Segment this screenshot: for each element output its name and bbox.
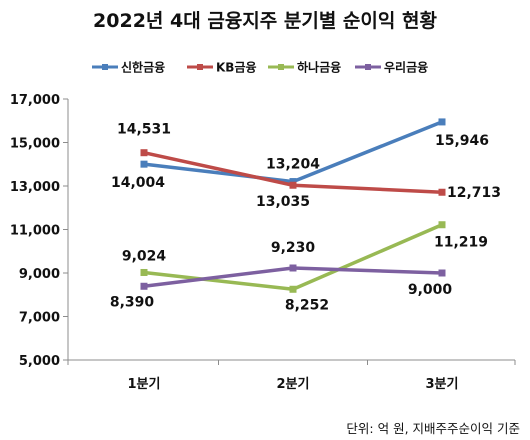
unit-note: 단위: 억 원, 지배주주순이익 기준 [346,421,520,436]
y-tick-label: 13,000 [10,180,60,195]
data-point [438,221,446,229]
legend-entry: KB금융 [216,60,257,75]
plot-area: 14,004 13,204 15,946 14,531 13,035 12,713 9,02… [110,118,501,313]
data-label: 9,000 [408,282,453,298]
series-line [143,120,443,184]
chart-title: 2022년 4대 금융지주 분기별 순이익 현황 [93,9,437,32]
data-label: 8,390 [110,294,155,310]
data-point [289,285,297,293]
data-point [289,178,297,186]
data-label: 15,946 [435,133,489,149]
data-point [140,268,148,276]
data-label: 13,035 [256,194,310,210]
data-point [140,149,148,157]
data-label: 13,204 [266,157,320,173]
data-point [289,264,297,272]
x-tick-label: 3분기 [426,377,459,392]
data-label: 12,713 [447,185,501,201]
data-label: 9,024 [122,248,167,264]
data-point [438,188,446,196]
data-point [140,282,148,290]
data-point [438,269,446,277]
legend-entry: 하나금융 [297,60,341,75]
data-point [438,118,446,126]
y-tick-label: 17,000 [10,93,60,108]
y-tick-label: 5,000 [19,354,60,369]
legend-marker [365,64,371,70]
legend-entry: 우리금융 [384,60,428,75]
axes: 5,000 7,000 9,000 11,000 13,000 15,000 17,000 1… [10,93,516,392]
legend-marker [197,64,203,70]
legend-marker [278,64,284,70]
x-tick-label: 1분기 [128,377,161,392]
y-tick-label: 15,000 [10,137,60,152]
data-label: 11,219 [434,235,488,251]
data-point [140,160,148,168]
data-label: 9,230 [271,240,316,256]
y-tick-label: 7,000 [19,311,60,326]
legend-entry: 신한금융 [121,60,165,75]
legend-marker [102,64,108,70]
y-tick-label: 9,000 [19,267,60,282]
y-tick-label: 11,000 [10,224,60,239]
data-label: 14,531 [117,122,171,138]
x-tick-label: 2분기 [277,377,310,392]
data-label: 8,252 [285,297,329,313]
data-label: 14,004 [111,175,165,191]
data-point [289,181,297,189]
legend: 신한금융 KB금융 하나금융 우리금융 [92,60,428,75]
